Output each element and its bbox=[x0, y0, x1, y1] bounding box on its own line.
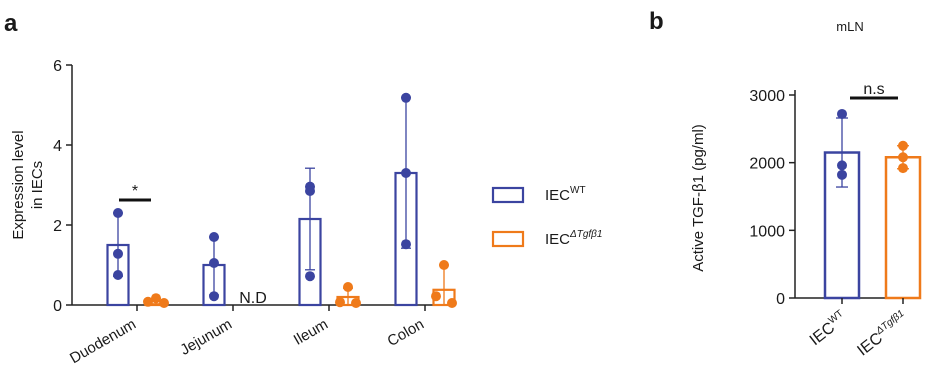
panel-b-data-point bbox=[898, 140, 908, 151]
panel-a-not-detected-label: N.D bbox=[239, 290, 267, 307]
panel-b-ytick-label: 3000 bbox=[749, 88, 785, 105]
panel-a-ytick-label: 2 bbox=[53, 218, 62, 235]
panel-a-ylabel-line1: Expression level bbox=[10, 130, 27, 239]
legend-swatch-wt bbox=[491, 186, 525, 204]
panel-a-data-point bbox=[343, 282, 353, 292]
panel-b-letter: b bbox=[649, 8, 664, 35]
panel-a-data-point bbox=[151, 293, 161, 304]
panel-b-ytick-label: 1000 bbox=[749, 223, 785, 240]
panel-a-data-point bbox=[113, 208, 123, 218]
panel-a-ytick-label: 4 bbox=[53, 138, 62, 155]
panel-b-ylabel: Active TGF-β1 (pg/ml) bbox=[690, 124, 707, 272]
panel-a-data-point bbox=[431, 291, 441, 302]
legend: IECWT IECΔTgfβ1 bbox=[491, 185, 602, 248]
legend-label-wt: IECWT bbox=[545, 185, 586, 204]
panel-a-data-point bbox=[401, 168, 411, 178]
panel-b-bar bbox=[884, 156, 922, 300]
panel-b-title: mLN bbox=[836, 19, 863, 34]
panel-b-category-label: IECΔTgfβ1 bbox=[853, 308, 911, 359]
panel-b-ytick-label: 0 bbox=[776, 291, 785, 308]
panel-b-data-point bbox=[837, 169, 847, 180]
legend-swatch-ko bbox=[491, 230, 525, 248]
panel-a-category-label: Colon bbox=[385, 316, 427, 350]
panel-a-data-point bbox=[447, 298, 457, 308]
panel-b-data-point bbox=[837, 160, 847, 171]
panel-a-data-point bbox=[113, 270, 123, 280]
panel-a-data-point bbox=[439, 260, 449, 270]
panel-a-letter: a bbox=[4, 10, 18, 37]
panel-b-significance-label: n.s bbox=[863, 81, 884, 98]
panel-a-ylabel-line2: in IECs bbox=[29, 161, 46, 209]
panel-a-data-point bbox=[305, 186, 315, 196]
panel-a-data-point bbox=[209, 291, 219, 302]
panel-a-data-point bbox=[113, 248, 123, 259]
panel-a-ytick-label: 6 bbox=[53, 58, 62, 75]
panel-b-category-label: IECWT bbox=[805, 308, 850, 349]
panel-a-data-point bbox=[143, 296, 153, 307]
panel-a-data-point bbox=[351, 298, 361, 308]
panel-a-ytick-label: 0 bbox=[53, 298, 62, 315]
panel-b-ytick-label: 2000 bbox=[749, 156, 785, 173]
panel-a-data-point bbox=[401, 92, 411, 103]
panel-a-category-label: Jejunum bbox=[177, 316, 235, 359]
panel-a-data-point bbox=[335, 297, 345, 308]
panel-a-chart: Expression level in IECs 0 2 4 6 Duodenum Jej… bbox=[10, 58, 457, 367]
panel-a-category-label: Ileum bbox=[291, 316, 331, 349]
panel-a-data-point bbox=[401, 239, 411, 250]
panel-a-data-point bbox=[305, 271, 315, 282]
legend-label-ko: IECΔTgfβ1 bbox=[545, 229, 602, 248]
panel-a-data-point bbox=[209, 258, 219, 268]
panel-b-data-point bbox=[898, 163, 908, 174]
panel-a-significance-star: * bbox=[132, 183, 138, 200]
panel-a-data-point bbox=[159, 298, 169, 308]
panel-a-category-label: Duodenum bbox=[67, 316, 139, 367]
panel-b-data-point bbox=[898, 152, 908, 163]
panel-b-chart: Active TGF-β1 (pg/ml) 0 1000 2000 3000 IECWT… bbox=[690, 81, 922, 360]
panel-a-data-point bbox=[209, 232, 219, 242]
panel-b-data-point bbox=[837, 108, 847, 119]
